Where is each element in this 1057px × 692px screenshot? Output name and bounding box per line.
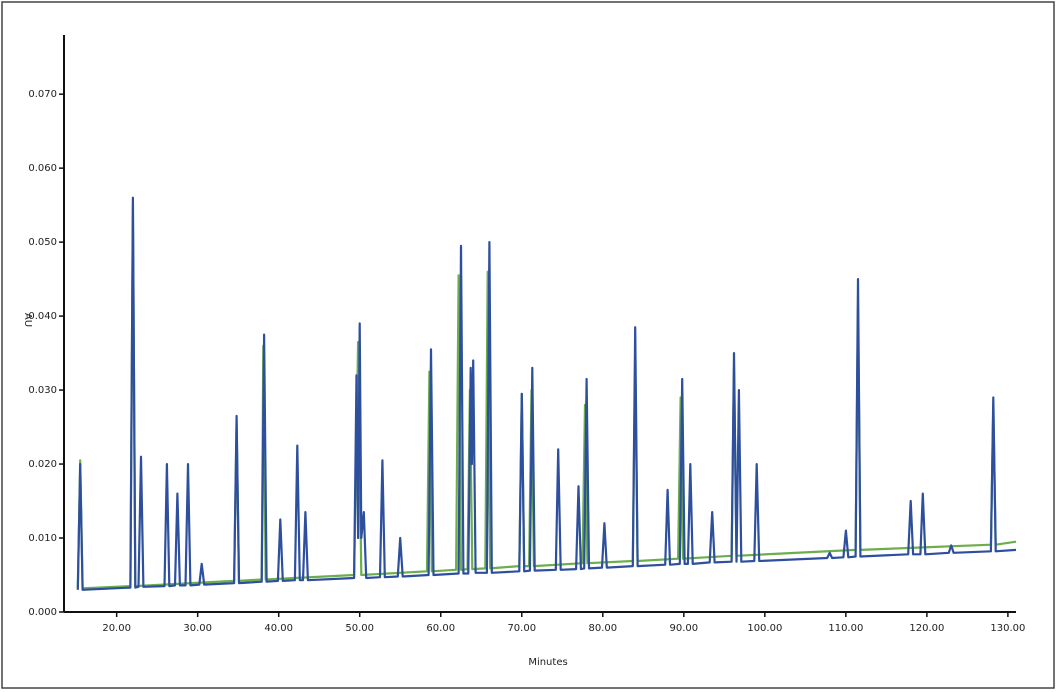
- x-tick-label: 80.00: [588, 623, 617, 634]
- y-tick-label: 0.020: [28, 459, 57, 470]
- x-tick-label: 30.00: [183, 623, 212, 634]
- y-tick-label: 0.070: [28, 89, 57, 100]
- x-tick-label: 100.00: [747, 623, 782, 634]
- x-tick-label: 120.00: [909, 623, 944, 634]
- x-tick-label: 90.00: [669, 623, 698, 634]
- x-axis-label: Minutes: [528, 657, 567, 668]
- x-tick-label: 20.00: [102, 623, 131, 634]
- y-tick-label: 0.050: [28, 237, 57, 248]
- y-tick-label: 0.030: [28, 385, 57, 396]
- y-tick-label: 0.040: [28, 311, 57, 322]
- y-tick-label: 0.010: [28, 533, 57, 544]
- x-tick-label: 50.00: [345, 623, 374, 634]
- trace: [76, 196, 1017, 591]
- x-tick-label: 60.00: [426, 623, 455, 634]
- x-tick-label: 130.00: [990, 623, 1025, 634]
- x-tick-label: 110.00: [828, 623, 863, 634]
- y-tick-label: 0.060: [28, 163, 57, 174]
- x-tick-label: 40.00: [264, 623, 293, 634]
- x-tick-label: 70.00: [507, 623, 536, 634]
- y-axis-label: AU: [22, 313, 33, 327]
- y-tick-label: 0.000: [28, 607, 57, 618]
